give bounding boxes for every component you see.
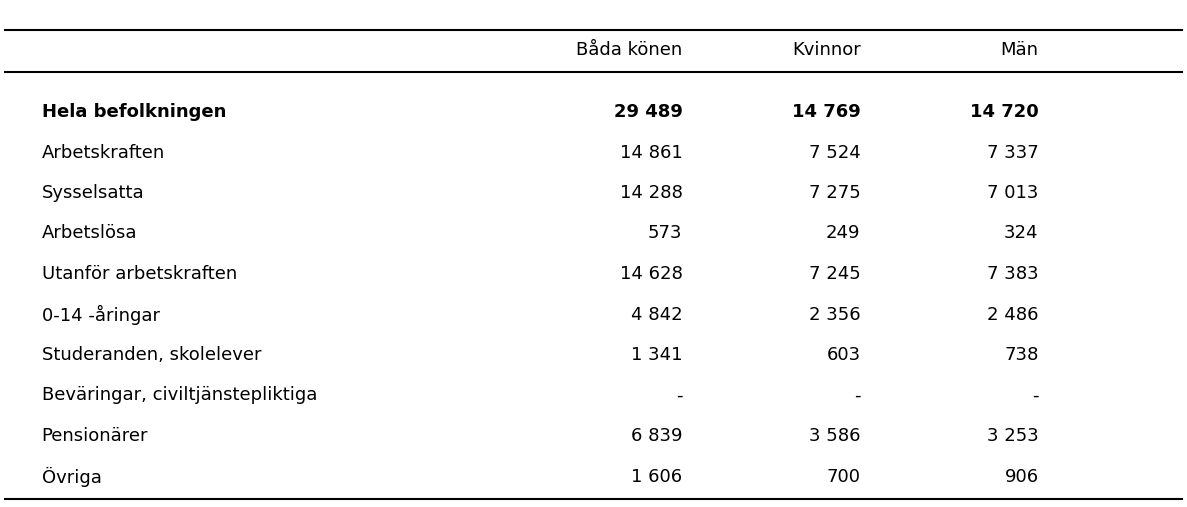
Text: Studeranden, skolelever: Studeranden, skolelever	[42, 346, 261, 364]
Text: 603: 603	[826, 346, 861, 364]
Text: Utanför arbetskraften: Utanför arbetskraften	[42, 265, 236, 283]
Text: 738: 738	[1004, 346, 1039, 364]
Text: 14 769: 14 769	[792, 103, 861, 121]
Text: 2 486: 2 486	[988, 306, 1039, 323]
Text: -: -	[855, 386, 861, 405]
Text: -: -	[677, 386, 683, 405]
Text: 7 013: 7 013	[988, 184, 1039, 202]
Text: 14 861: 14 861	[620, 143, 683, 162]
Text: -: -	[1033, 386, 1039, 405]
Text: 14 288: 14 288	[620, 184, 683, 202]
Text: 2 356: 2 356	[810, 306, 861, 323]
Text: 14 720: 14 720	[970, 103, 1039, 121]
Text: Arbetslösa: Arbetslösa	[42, 225, 137, 242]
Text: 1 606: 1 606	[631, 467, 683, 486]
Text: Hela befolkningen: Hela befolkningen	[42, 103, 226, 121]
Text: Sysselsatta: Sysselsatta	[42, 184, 144, 202]
Text: 906: 906	[1004, 467, 1039, 486]
Text: Övriga: Övriga	[42, 466, 101, 487]
Text: Kvinnor: Kvinnor	[792, 41, 861, 59]
Text: 3 253: 3 253	[986, 427, 1039, 445]
Text: Beväringar, civiltjänstepliktiga: Beväringar, civiltjänstepliktiga	[42, 386, 317, 405]
Text: 4 842: 4 842	[631, 306, 683, 323]
Text: 14 628: 14 628	[620, 265, 683, 283]
Text: Män: Män	[1001, 41, 1039, 59]
Text: Båda könen: Båda könen	[576, 41, 683, 59]
Text: 1 341: 1 341	[631, 346, 683, 364]
Text: 7 275: 7 275	[808, 184, 861, 202]
Text: 7 383: 7 383	[988, 265, 1039, 283]
Text: 324: 324	[1004, 225, 1039, 242]
Text: 7 524: 7 524	[808, 143, 861, 162]
Text: 573: 573	[648, 225, 683, 242]
Text: Arbetskraften: Arbetskraften	[42, 143, 165, 162]
Text: 249: 249	[826, 225, 861, 242]
Text: 7 245: 7 245	[808, 265, 861, 283]
Text: 6 839: 6 839	[631, 427, 683, 445]
Text: 0-14 -åringar: 0-14 -åringar	[42, 305, 159, 324]
Text: Pensionärer: Pensionärer	[42, 427, 148, 445]
Text: 7 337: 7 337	[986, 143, 1039, 162]
Text: 3 586: 3 586	[810, 427, 861, 445]
Text: 700: 700	[826, 467, 861, 486]
Text: 29 489: 29 489	[614, 103, 683, 121]
